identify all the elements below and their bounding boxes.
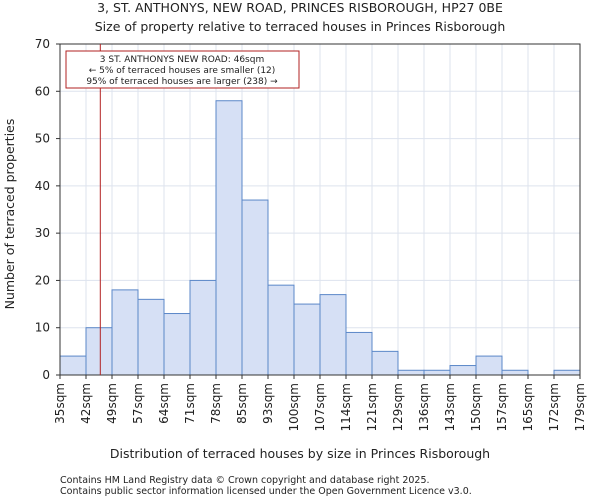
y-tick-label: 60 <box>35 84 50 98</box>
y-axis-ticks: 0 10 20 30 40 50 60 70 <box>35 37 60 382</box>
x-tick-label: 150sqm <box>469 383 483 431</box>
y-tick-label: 40 <box>35 179 50 193</box>
x-axis-ticks: 35sqm 42sqm 49sqm 57sqm 64sqm 71sqm 78sqm 85sqm… <box>53 375 587 431</box>
x-tick-label: 107sqm <box>313 383 327 431</box>
x-tick-label: 179sqm <box>573 383 587 431</box>
bar <box>189 279 217 376</box>
y-tick-label: 20 <box>35 273 50 287</box>
x-tick-label: 157sqm <box>495 383 509 431</box>
bar <box>215 100 243 376</box>
y-tick-label: 0 <box>42 368 50 382</box>
x-tick-label: 143sqm <box>443 383 457 431</box>
bar <box>371 350 399 376</box>
annotation-line3: 95% of terraced houses are larger (238) … <box>86 77 278 87</box>
x-tick-label: 129sqm <box>391 383 405 431</box>
x-tick-label: 35sqm <box>53 383 67 424</box>
x-tick-label: 114sqm <box>339 383 353 431</box>
bar <box>85 327 113 376</box>
x-tick-label: 64sqm <box>157 383 171 424</box>
x-tick-label: 42sqm <box>79 383 93 424</box>
bar <box>267 284 295 376</box>
bar <box>423 369 451 376</box>
bar <box>163 313 191 376</box>
x-tick-label: 78sqm <box>209 383 223 424</box>
annotation-line2: ← 5% of terraced houses are smaller (12) <box>89 66 276 76</box>
y-tick-label: 50 <box>35 132 50 146</box>
x-tick-label: 49sqm <box>105 383 119 424</box>
bar <box>553 369 581 376</box>
x-tick-label: 121sqm <box>365 383 379 431</box>
annotation-line1: 3 ST. ANTHONYS NEW ROAD: 46sqm <box>100 55 264 65</box>
bar <box>137 298 165 376</box>
bar <box>449 365 477 376</box>
bars <box>59 100 581 376</box>
footer-line2: Contains public sector information licen… <box>60 486 472 497</box>
bar <box>241 199 269 376</box>
x-tick-label: 57sqm <box>131 383 145 424</box>
x-tick-label: 136sqm <box>417 383 431 431</box>
y-tick-label: 70 <box>35 37 50 51</box>
chart-title-line1: 3, ST. ANTHONYS, NEW ROAD, PRINCES RISBO… <box>97 0 503 15</box>
annotation-box <box>65 50 300 89</box>
chart-title-line2: Size of property relative to terraced ho… <box>95 19 506 34</box>
y-tick-label: 30 <box>35 226 50 240</box>
x-tick-label: 71sqm <box>183 383 197 424</box>
footer-line1: Contains HM Land Registry data © Crown c… <box>60 475 430 486</box>
bar <box>397 369 425 376</box>
bar <box>501 369 529 376</box>
bar <box>475 355 503 376</box>
y-axis-label: Number of terraced properties <box>2 119 17 310</box>
x-tick-label: 165sqm <box>521 383 535 431</box>
bar <box>293 303 321 376</box>
x-tick-label: 100sqm <box>287 383 301 431</box>
x-tick-label: 172sqm <box>547 383 561 431</box>
x-axis-label: Distribution of terraced houses by size … <box>110 446 490 461</box>
bar <box>59 355 87 376</box>
x-tick-label: 93sqm <box>261 383 275 424</box>
bar <box>319 294 347 376</box>
x-tick-label: 85sqm <box>235 383 249 424</box>
bar <box>345 331 373 376</box>
bar <box>111 289 139 376</box>
y-tick-label: 10 <box>35 321 50 335</box>
